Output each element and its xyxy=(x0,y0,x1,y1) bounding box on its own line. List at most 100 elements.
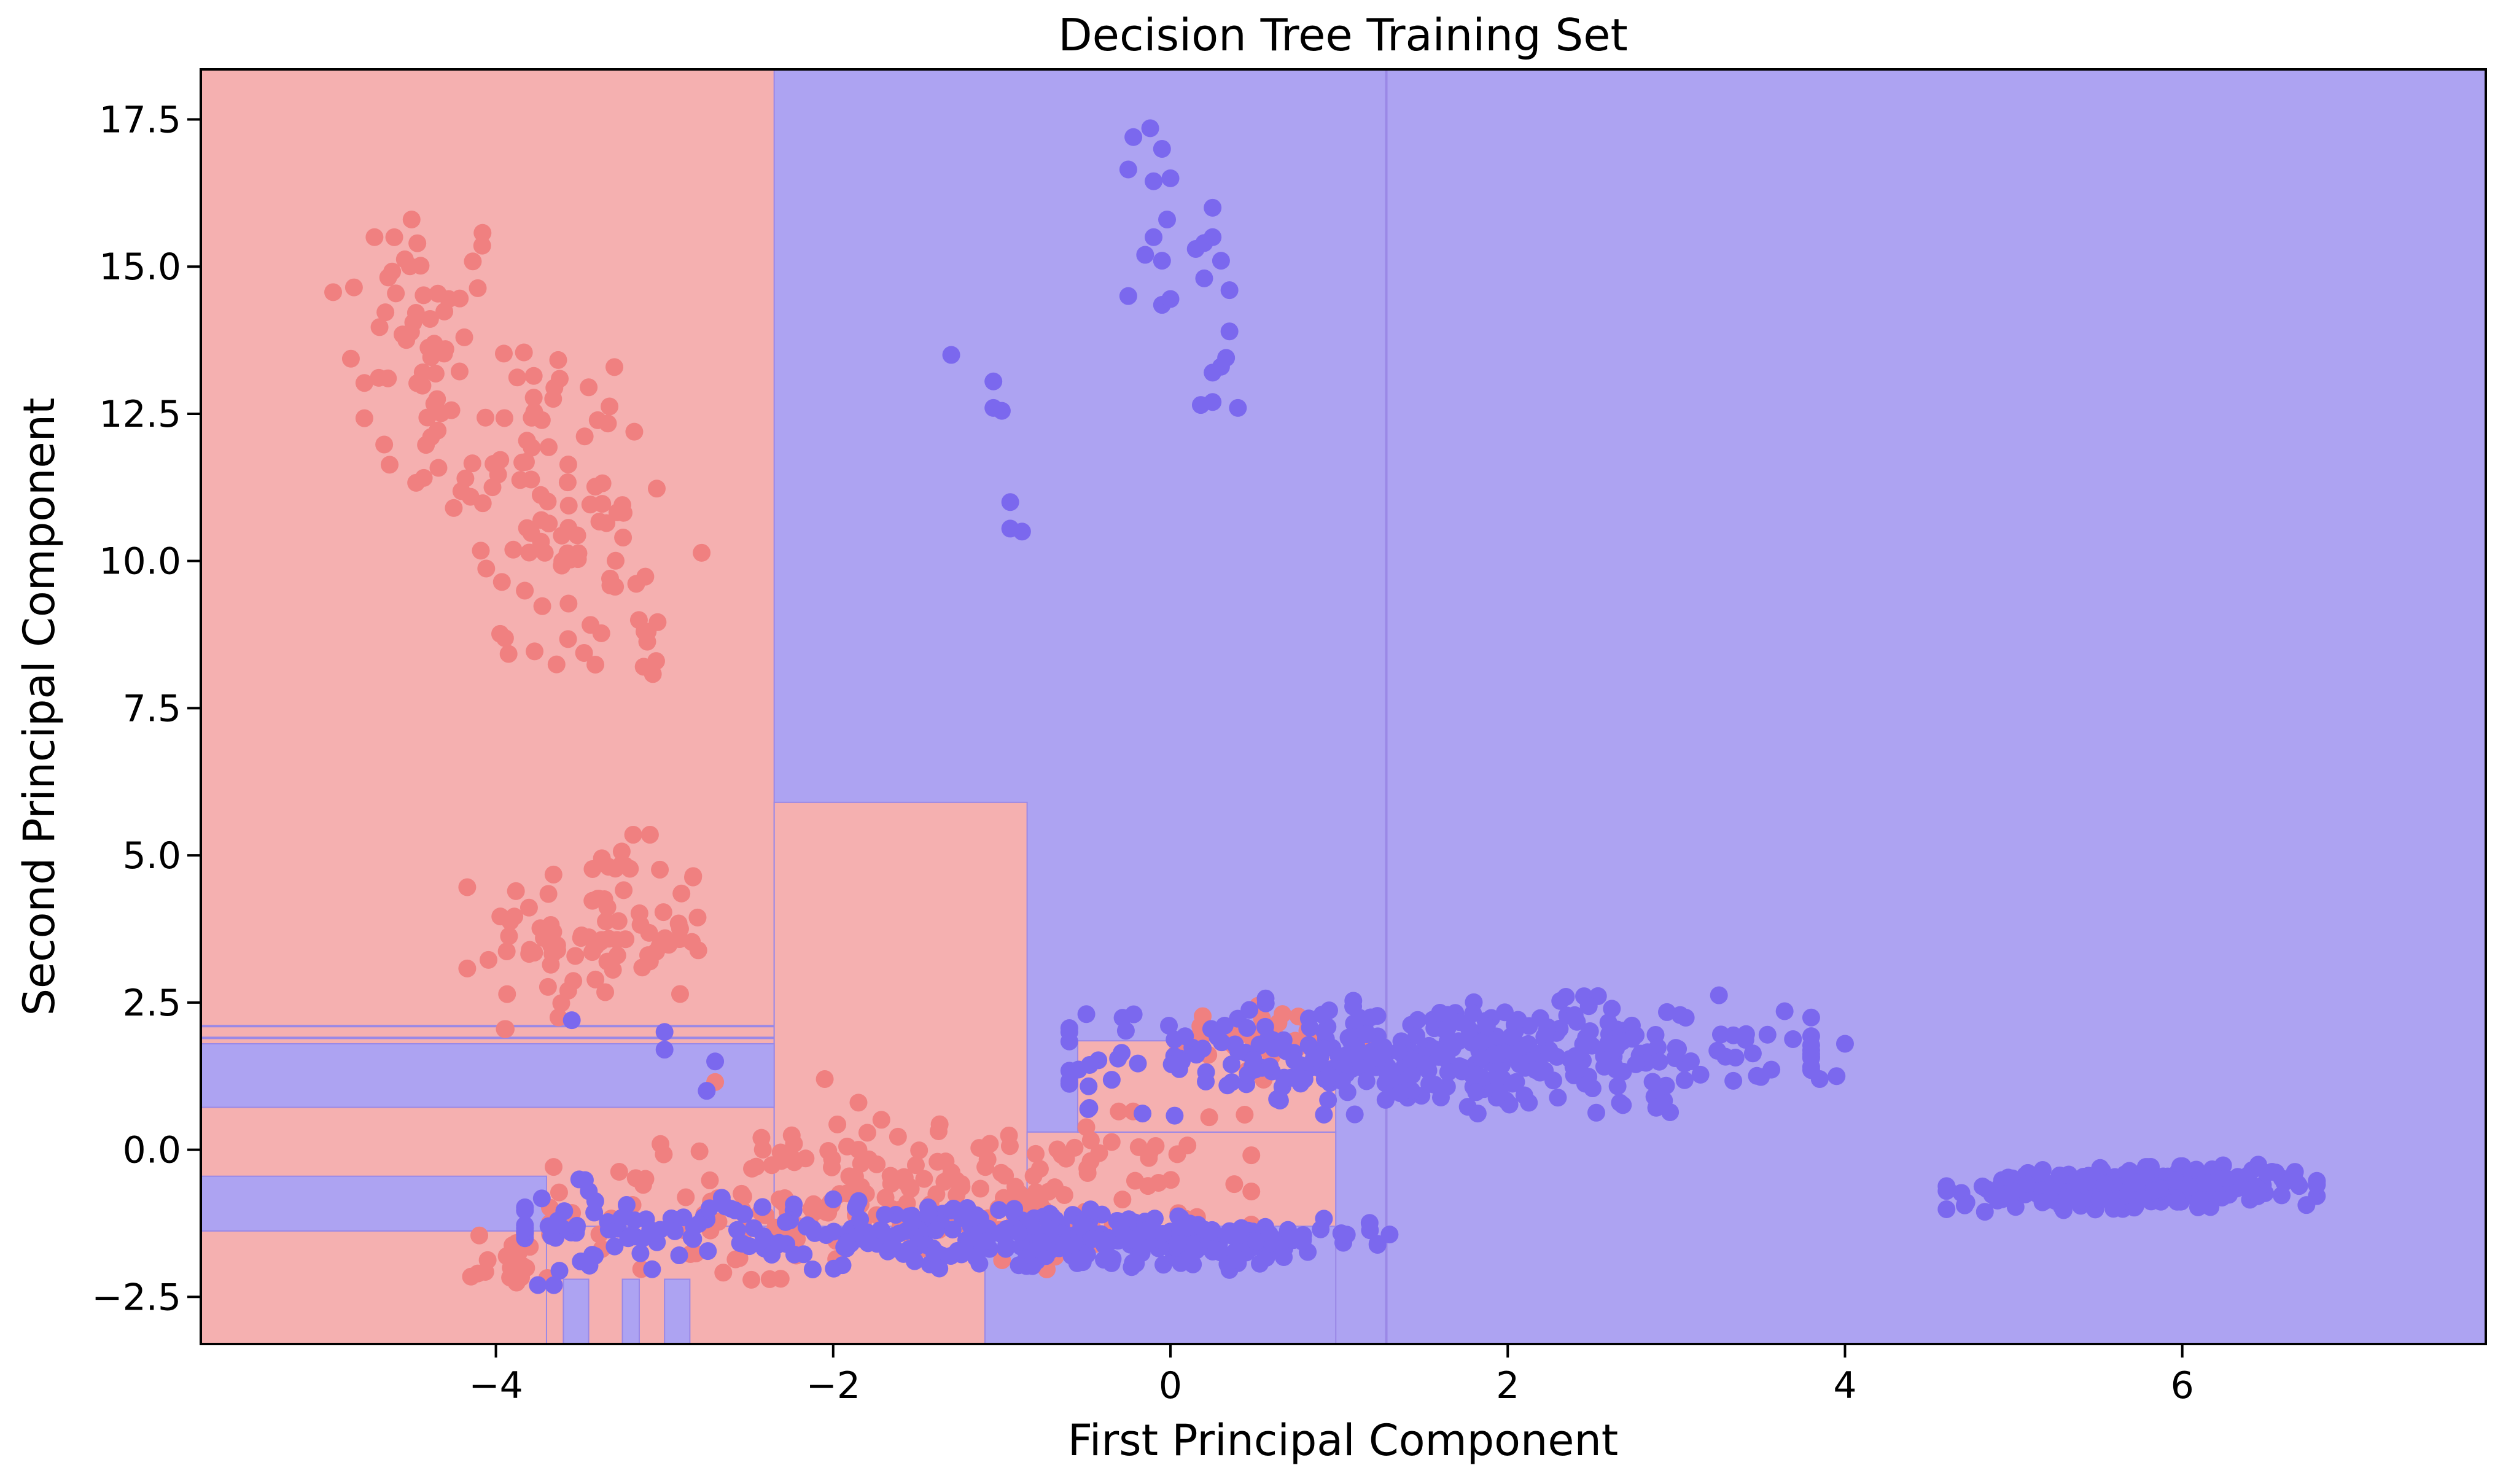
data-point-class-1 xyxy=(1023,1257,1041,1275)
data-point-class-1 xyxy=(1244,1051,1263,1069)
data-point-class-1 xyxy=(846,1198,865,1217)
data-point-class-1 xyxy=(1145,172,1163,190)
data-point-class-0 xyxy=(551,370,569,388)
data-point-class-0 xyxy=(415,468,433,487)
data-point-class-0 xyxy=(485,455,503,473)
data-point-class-1 xyxy=(1226,1242,1244,1261)
data-point-class-0 xyxy=(596,983,615,1001)
data-point-class-1 xyxy=(1501,1041,1519,1060)
data-point-class-1 xyxy=(2195,1174,2213,1192)
data-point-class-1 xyxy=(612,1209,631,1227)
data-point-class-0 xyxy=(515,343,533,362)
decision-region-class-1 xyxy=(664,1278,691,1344)
data-point-class-1 xyxy=(1315,1210,1333,1228)
data-point-class-1 xyxy=(1495,1003,1514,1022)
data-point-class-0 xyxy=(572,929,590,947)
data-point-class-1 xyxy=(1743,1044,1762,1063)
data-point-class-0 xyxy=(1225,1175,1244,1194)
data-point-class-0 xyxy=(742,1270,761,1289)
data-point-class-0 xyxy=(516,453,535,471)
data-point-class-1 xyxy=(1357,1072,1376,1090)
data-point-class-1 xyxy=(2240,1181,2258,1200)
data-point-class-1 xyxy=(1501,1027,1520,1046)
data-point-class-0 xyxy=(613,496,632,515)
data-point-class-0 xyxy=(1039,1183,1057,1201)
data-point-class-0 xyxy=(1053,1146,1071,1164)
y-axis-title: Second Principal Component xyxy=(14,398,64,1016)
data-point-class-0 xyxy=(601,397,619,416)
data-point-class-0 xyxy=(516,581,534,600)
data-point-class-1 xyxy=(1835,1035,1854,1053)
data-point-class-1 xyxy=(1176,1027,1194,1046)
data-point-class-0 xyxy=(1200,1108,1218,1127)
data-point-class-0 xyxy=(1242,1146,1261,1165)
data-point-class-0 xyxy=(566,947,585,965)
data-point-class-1 xyxy=(2180,1178,2198,1196)
data-point-class-1 xyxy=(1519,1035,1538,1053)
data-point-class-0 xyxy=(714,1264,733,1282)
data-point-class-0 xyxy=(612,842,631,861)
data-point-class-1 xyxy=(1069,1060,1088,1079)
decision-region-class-1 xyxy=(621,1278,640,1344)
data-point-class-0 xyxy=(543,945,562,963)
data-point-class-1 xyxy=(1430,1043,1448,1062)
data-point-class-1 xyxy=(2104,1200,2123,1218)
data-point-class-1 xyxy=(1274,1031,1293,1049)
data-point-class-1 xyxy=(1315,1022,1334,1041)
data-point-class-1 xyxy=(1485,1046,1503,1064)
data-point-class-1 xyxy=(1565,1048,1584,1066)
data-point-class-0 xyxy=(477,408,495,427)
data-point-class-1 xyxy=(1937,1200,1956,1218)
data-point-class-1 xyxy=(1041,1220,1059,1238)
data-point-class-1 xyxy=(2081,1172,2100,1191)
data-point-class-1 xyxy=(2095,1175,2114,1194)
data-point-class-0 xyxy=(970,1139,989,1157)
data-point-class-0 xyxy=(508,368,526,387)
data-point-class-1 xyxy=(655,1041,674,1059)
data-point-class-0 xyxy=(895,1168,913,1186)
data-point-class-1 xyxy=(886,1239,904,1257)
data-point-class-1 xyxy=(1810,1070,1829,1088)
data-point-class-1 xyxy=(1526,1061,1544,1079)
data-point-class-1 xyxy=(1366,1049,1384,1067)
data-point-class-1 xyxy=(1710,986,1728,1004)
data-point-class-1 xyxy=(2273,1186,2291,1205)
data-point-class-1 xyxy=(1368,1235,1387,1253)
data-point-class-1 xyxy=(545,1276,563,1294)
data-point-class-1 xyxy=(1078,1245,1096,1264)
data-point-class-1 xyxy=(1977,1180,1996,1198)
data-point-class-0 xyxy=(915,1170,933,1188)
data-point-class-0 xyxy=(849,1094,868,1112)
data-point-class-0 xyxy=(492,573,511,591)
data-point-class-0 xyxy=(413,376,432,395)
data-point-class-0 xyxy=(413,363,432,382)
data-point-class-1 xyxy=(1468,1105,1487,1123)
data-point-class-1 xyxy=(925,1244,943,1262)
data-point-class-1 xyxy=(529,1276,547,1294)
data-point-class-1 xyxy=(1207,1241,1226,1260)
data-point-class-1 xyxy=(1141,119,1159,138)
data-point-class-0 xyxy=(752,1129,771,1147)
data-point-class-0 xyxy=(497,942,516,961)
data-point-class-0 xyxy=(526,642,544,661)
x-axis: −4 −2 0 2 4 6 xyxy=(469,1344,2194,1407)
data-point-class-0 xyxy=(625,422,644,441)
data-point-class-1 xyxy=(1647,1098,1665,1117)
data-point-class-0 xyxy=(683,933,701,951)
data-point-class-0 xyxy=(498,985,516,1003)
data-point-class-1 xyxy=(890,1224,908,1243)
data-point-class-0 xyxy=(505,907,524,926)
data-point-class-0 xyxy=(402,211,421,229)
data-point-class-1 xyxy=(2166,1171,2185,1190)
data-point-class-1 xyxy=(1611,1094,1629,1112)
data-point-class-0 xyxy=(524,367,543,385)
data-point-class-1 xyxy=(1256,989,1275,1008)
data-point-class-1 xyxy=(685,1218,703,1236)
data-point-class-0 xyxy=(442,401,461,419)
data-point-class-1 xyxy=(1220,322,1239,341)
data-point-class-1 xyxy=(967,1248,985,1267)
data-point-class-0 xyxy=(477,559,496,578)
data-point-class-1 xyxy=(1204,393,1222,411)
data-point-class-0 xyxy=(615,881,633,899)
data-point-class-1 xyxy=(1222,1226,1240,1245)
